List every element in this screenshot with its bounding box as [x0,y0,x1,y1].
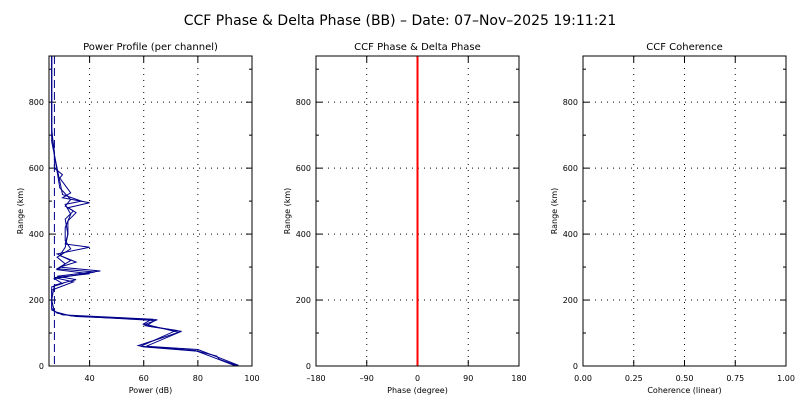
y-tick-label: 200 [296,296,311,305]
x-axis-label: Phase (degree) [387,386,448,395]
panel-2: CCF Phase & Delta Phase –180 –90 0 90 180 0 200… [283,42,527,395]
panel-3: CCF Coherence 0.00 0.25 0.50 0.75 1.00 0 200 400… [550,42,795,395]
x-tick-label: 0.50 [676,374,694,383]
y-axis-label: Range (km) [283,188,292,235]
y-tick-label: 800 [29,98,44,107]
y-tick-label: 400 [29,230,44,239]
x-axis-label: Power (dB) [129,386,173,395]
y-tick-label: 600 [29,164,44,173]
x-tick-label: 1.00 [777,374,795,383]
y-tick-label: 200 [563,296,578,305]
y-axis-label: Range (km) [16,188,25,235]
x-tick-label: 100 [244,374,259,383]
y-tick-label: 0 [306,362,311,371]
y-axis-label: Range (km) [550,188,559,235]
x-tick-label: 40 [85,374,95,383]
x-tick-label: 80 [193,374,203,383]
y-tick-label: 400 [563,230,578,239]
y-tick-label: 800 [296,98,311,107]
x-tick-label: 0.25 [625,374,643,383]
y-tick-label: 600 [563,164,578,173]
panel-title: Power Profile (per channel) [83,42,218,53]
y-tick-label: 600 [296,164,311,173]
series-line-channel-1 [51,56,239,367]
y-tick-label: 0 [573,362,578,371]
x-tick-label: –180 [306,374,325,383]
plot-frame [315,55,520,367]
panel-title: CCF Phase & Delta Phase [354,42,481,53]
y-tick-label: 400 [296,230,311,239]
figure-title: CCF Phase & Delta Phase (BB) – Date: 07–… [184,13,616,29]
series-line-channel-3 [51,56,239,366]
x-tick-label: –90 [360,374,374,383]
x-tick-label: 180 [511,374,526,383]
panel-1: Power Profile (per channel) 40 60 80 100 0 200… [16,42,260,395]
panel-title: CCF Coherence [646,42,723,53]
x-tick-label: 60 [139,374,149,383]
plot-frame [582,55,787,367]
x-tick-label: 0.75 [726,374,744,383]
plot-frame [48,55,253,367]
x-axis-label: Coherence (linear) [647,386,721,395]
x-tick-label: 0.00 [574,374,592,383]
x-tick-label: 0 [415,374,420,383]
x-tick-label: 90 [463,374,473,383]
y-tick-label: 0 [39,362,44,371]
y-tick-label: 200 [29,296,44,305]
y-tick-label: 800 [563,98,578,107]
